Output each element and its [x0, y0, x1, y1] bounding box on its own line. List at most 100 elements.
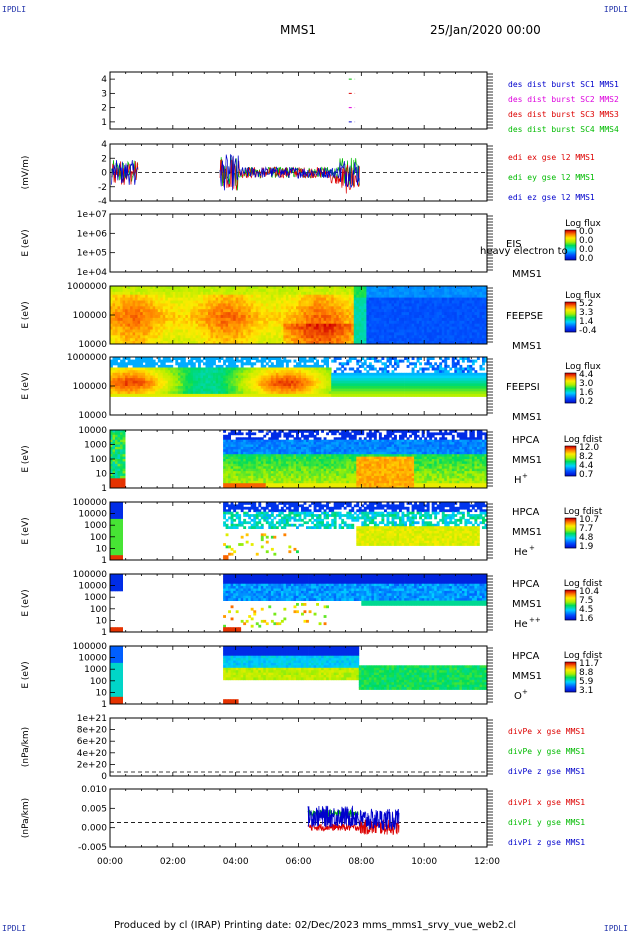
spectrogram-cell [180, 388, 184, 392]
spectrogram-cell [399, 341, 402, 345]
spectrogram-cell [268, 297, 272, 301]
spectrogram-cell [356, 306, 360, 310]
spectrogram-cell [162, 320, 166, 325]
panel-frame-eis [109, 213, 488, 273]
spectrogram-cell [208, 364, 211, 368]
spectrogram-cell [394, 357, 397, 360]
spectrogram-cell [411, 297, 415, 301]
spectrogram-cell [333, 303, 337, 307]
spectrogram-cell [273, 312, 277, 316]
spectrogram-cell [482, 294, 485, 298]
colorbar-cell [565, 309, 576, 311]
spectrogram-cell [215, 341, 219, 345]
spectrogram-cell [411, 309, 415, 313]
spectrogram-cell [426, 294, 430, 298]
spectrogram-cell [125, 393, 128, 397]
y-axis-label: E (eV) [21, 229, 31, 256]
spectrogram-cell [142, 359, 146, 363]
spectrogram-cell [115, 367, 118, 371]
spectrogram-cell [142, 375, 146, 379]
spectrogram-cell [255, 303, 259, 307]
spectrogram-cell [235, 338, 239, 342]
spectrogram-cell [298, 338, 302, 342]
spectrogram-cell [215, 380, 219, 384]
spectrogram-cell [175, 386, 179, 389]
spectrogram-cell [117, 326, 121, 330]
spectrogram-cell [351, 383, 355, 387]
spectrogram-cell [187, 388, 191, 392]
spectrogram-cell [482, 309, 485, 313]
spectrogram-cell [356, 383, 360, 387]
spectrogram-cell [323, 372, 327, 376]
spectrogram-cell [328, 367, 332, 371]
spectrogram-cell [308, 288, 312, 293]
spectrogram-cell [361, 383, 365, 387]
spectrogram-cell [378, 378, 382, 382]
spectrogram-cell [456, 335, 460, 339]
spectrogram-cell [120, 332, 123, 336]
spectrogram-cell [401, 380, 405, 384]
spectrogram-cell [223, 375, 226, 379]
spectrogram-cell [280, 378, 284, 382]
spectrogram-cell [301, 372, 304, 376]
spectrogram-cell [115, 357, 118, 360]
spectrogram-cell [245, 288, 249, 293]
spectrogram-cell [358, 370, 362, 374]
spectrogram-cell [308, 286, 312, 290]
spectrogram-cell [454, 323, 458, 327]
spectrogram-cell [170, 364, 174, 368]
spectrogram-cell [223, 294, 226, 298]
spectrogram-cell [456, 303, 460, 307]
spectrogram-cell [115, 370, 118, 374]
spectrogram-cell [248, 317, 252, 322]
spectrogram-cell [218, 288, 221, 293]
spectrogram-cell [112, 306, 116, 310]
spectrogram-cell [243, 294, 247, 298]
spectrogram-cell [336, 309, 340, 313]
spectrogram-cell [160, 294, 164, 298]
spectrogram-cell [419, 294, 422, 298]
spectrogram-cell [313, 317, 317, 322]
spectrogram-cell [306, 386, 309, 389]
spectrogram-cell [192, 312, 196, 316]
spectrogram-cell [316, 300, 319, 304]
spectrogram-cell [220, 317, 224, 322]
spectrogram-cell [363, 378, 367, 382]
spectrogram-cell [170, 312, 174, 316]
spectrogram-cell [225, 338, 229, 342]
spectrogram-cell [464, 317, 468, 322]
spectrogram-cell [323, 338, 327, 342]
spectrogram-cell [348, 315, 352, 319]
spectrogram-cell [238, 291, 242, 296]
spectrogram-cell [115, 286, 118, 290]
colorbar-cell [565, 238, 576, 240]
spectrogram-cell [341, 391, 345, 395]
spectrogram-cell [130, 388, 133, 392]
spectrogram-cell [346, 388, 350, 392]
spectrogram-cell [293, 367, 297, 371]
spectrogram-cell [255, 383, 259, 387]
spectrogram-cell [162, 297, 166, 301]
spectrogram-cell [394, 309, 397, 313]
spectrogram-cell [185, 315, 189, 319]
spectrogram-cell [157, 380, 161, 384]
spectrogram-cell [230, 359, 234, 363]
spectrogram-cell [235, 303, 239, 307]
spectrogram-cell [293, 332, 297, 336]
spectrogram-cell [384, 375, 387, 379]
spectrogram-cell [394, 372, 397, 376]
spectrogram-cell [162, 341, 166, 345]
spectrogram-cell [130, 329, 133, 333]
spectrogram-cell [404, 380, 407, 384]
spectrogram-cell [464, 320, 468, 325]
spectrogram-cell [308, 320, 312, 325]
spectrogram-cell [414, 303, 417, 307]
spectrogram-cell [366, 323, 370, 327]
spectrogram-cell [195, 335, 199, 339]
spectrogram-cell [353, 338, 357, 342]
spectrogram-cell [409, 375, 412, 379]
spectrogram-cell [243, 372, 247, 376]
colorbar-cell [565, 231, 576, 233]
spectrogram-cell [167, 338, 171, 342]
spectrogram-cell [132, 386, 136, 389]
